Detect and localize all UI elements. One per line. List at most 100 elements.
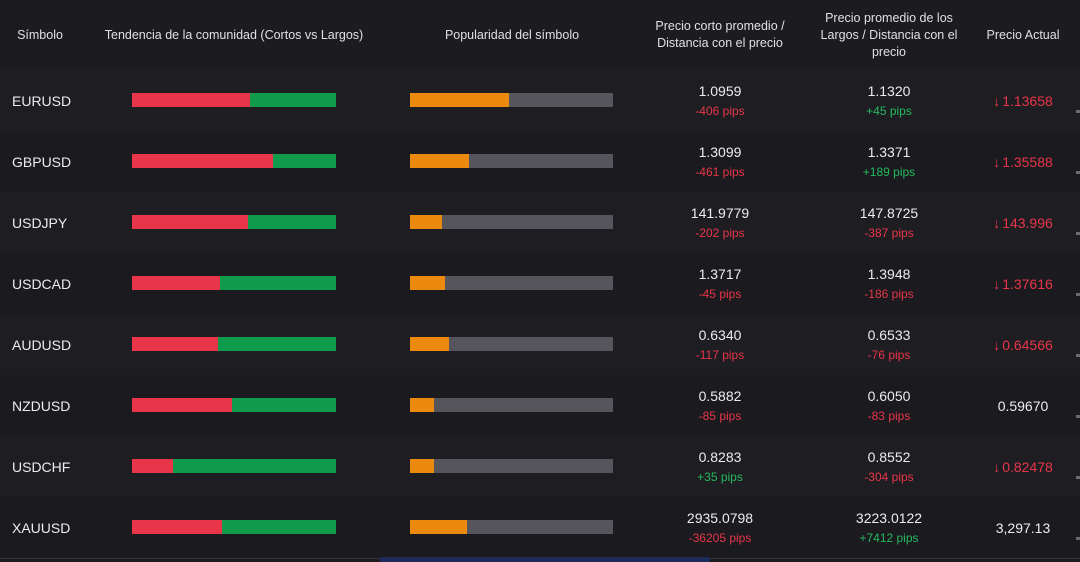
trend-bar <box>132 93 336 107</box>
row-edge-marker <box>1076 476 1080 479</box>
current-price: 1.37616 <box>1002 275 1053 292</box>
trend-bar <box>132 337 336 351</box>
row-edge-marker <box>1076 415 1080 418</box>
symbol-label[interactable]: XAUUSD <box>12 519 71 536</box>
short-avg-cell: 0.6340 -117 pips <box>635 314 805 375</box>
trend-bar <box>132 520 336 534</box>
long-avg-price: 0.6533 <box>867 326 911 343</box>
header-current[interactable]: Precio Actual <box>986 27 1060 42</box>
long-distance-pips: -76 pips <box>867 347 911 362</box>
trend-short-segment <box>132 93 251 107</box>
long-distance-pips: -186 pips <box>864 286 914 301</box>
short-distance-pips: -406 pips <box>695 103 745 118</box>
short-avg-price: 141.9779 <box>690 204 750 221</box>
long-avg-cell: 147.8725 -387 pips <box>804 192 974 253</box>
long-avg-price: 0.8552 <box>867 448 911 465</box>
current-price-cell: 3,297.13 <box>976 497 1070 558</box>
header-trend[interactable]: Tendencia de la comunidad (Cortos vs Lar… <box>104 27 364 42</box>
trend-long-segment <box>221 520 336 534</box>
long-avg-cell: 1.3948 -186 pips <box>804 253 974 314</box>
popularity-bar <box>410 520 613 534</box>
short-distance-pips: +35 pips <box>697 469 743 484</box>
table-row[interactable]: USDJPY 141.9779 -202 pips 147.8725 -387 pips… <box>0 192 1080 254</box>
short-avg-price: 2935.0798 <box>686 509 754 526</box>
current-price: 3,297.13 <box>995 519 1051 536</box>
row-edge-marker <box>1076 293 1080 296</box>
current-price: 143.996 <box>1002 214 1053 231</box>
trend-long-segment <box>272 154 336 168</box>
popularity-fill <box>410 337 449 351</box>
current-price-cell: ↓ 143.996 <box>976 192 1070 253</box>
short-avg-price: 0.8283 <box>698 448 742 465</box>
current-price-cell: ↓ 1.37616 <box>976 253 1070 314</box>
symbol-label[interactable]: EURUSD <box>12 92 72 109</box>
long-distance-pips: -83 pips <box>867 408 911 423</box>
current-price-cell: 0.59670 <box>976 375 1070 436</box>
popularity-bar <box>410 154 613 168</box>
current-price-cell: ↓ 0.64566 <box>976 314 1070 375</box>
popularity-fill <box>410 398 435 412</box>
trend-bar <box>132 154 336 168</box>
short-avg-cell: 0.8283 +35 pips <box>635 436 805 497</box>
popularity-bar <box>410 337 613 351</box>
long-distance-pips: +189 pips <box>862 164 916 179</box>
symbol-label[interactable]: USDCAD <box>12 275 72 292</box>
symbol-label[interactable]: NZDUSD <box>12 397 71 414</box>
long-distance-pips: +7412 pips <box>859 530 919 545</box>
short-distance-pips: -45 pips <box>698 286 742 301</box>
row-edge-marker <box>1076 232 1080 235</box>
current-price: 0.82478 <box>1002 458 1053 475</box>
down-arrow-icon: ↓ <box>993 92 1001 109</box>
row-edge-marker <box>1076 110 1080 113</box>
table-row[interactable]: EURUSD 1.0959 -406 pips 1.1320 +45 pips ↓ 1.13… <box>0 70 1080 132</box>
short-avg-price: 1.3099 <box>698 143 742 160</box>
symbol-label[interactable]: GBPUSD <box>12 153 72 170</box>
trend-short-segment <box>132 337 218 351</box>
header-short-avg[interactable]: Precio corto promedio / Distancia con el… <box>655 19 785 50</box>
trend-long-segment <box>217 337 336 351</box>
table-row[interactable]: NZDUSD 0.5882 -85 pips 0.6050 -83 pips 0.5967… <box>0 375 1080 437</box>
trend-short-segment <box>132 398 232 412</box>
row-edge-marker <box>1076 171 1080 174</box>
long-avg-cell: 1.1320 +45 pips <box>804 70 974 131</box>
long-avg-price: 3223.0122 <box>855 509 923 526</box>
popularity-bar <box>410 276 613 290</box>
current-price: 0.59670 <box>997 397 1049 414</box>
long-distance-pips: +45 pips <box>866 103 912 118</box>
long-avg-price: 1.1320 <box>867 82 911 99</box>
scroll-indicator[interactable] <box>380 557 710 562</box>
current-price-cell: ↓ 0.82478 <box>976 436 1070 497</box>
long-avg-price: 147.8725 <box>859 204 919 221</box>
popularity-fill <box>410 276 445 290</box>
symbol-label[interactable]: USDCHF <box>12 458 71 475</box>
header-long-avg[interactable]: Precio promedio de los Largos / Distanci… <box>820 10 958 59</box>
short-distance-pips: -117 pips <box>695 347 745 362</box>
table-row[interactable]: AUDUSD 0.6340 -117 pips 0.6533 -76 pips ↓ 0.64… <box>0 314 1080 376</box>
trend-long-segment <box>250 93 336 107</box>
short-avg-cell: 2935.0798 -36205 pips <box>635 497 805 558</box>
current-price-cell: ↓ 1.35588 <box>976 131 1070 192</box>
table-row[interactable]: GBPUSD 1.3099 -461 pips 1.3371 +189 pips ↓ 1.3… <box>0 131 1080 193</box>
trend-short-segment <box>132 215 249 229</box>
trend-long-segment <box>248 215 336 229</box>
long-distance-pips: -387 pips <box>864 225 914 240</box>
symbol-label[interactable]: AUDUSD <box>12 336 72 353</box>
trend-short-segment <box>132 459 173 473</box>
long-avg-cell: 1.3371 +189 pips <box>804 131 974 192</box>
table-row[interactable]: USDCAD 1.3717 -45 pips 1.3948 -186 pips ↓ 1.37… <box>0 253 1080 315</box>
long-avg-cell: 3223.0122 +7412 pips <box>804 497 974 558</box>
trend-bar <box>132 276 336 290</box>
trend-long-segment <box>219 276 336 290</box>
popularity-fill <box>410 215 443 229</box>
table-row[interactable]: XAUUSD 2935.0798 -36205 pips 3223.0122 +7412… <box>0 497 1080 559</box>
long-avg-cell: 0.8552 -304 pips <box>804 436 974 497</box>
table-row[interactable]: USDCHF 0.8283 +35 pips 0.8552 -304 pips ↓ 0.82… <box>0 436 1080 498</box>
header-symbol[interactable]: Símbolo <box>17 27 63 42</box>
long-avg-price: 1.3371 <box>867 143 911 160</box>
header-popularity[interactable]: Popularidad del símbolo <box>444 27 580 42</box>
long-avg-cell: 0.6533 -76 pips <box>804 314 974 375</box>
symbol-label[interactable]: USDJPY <box>12 214 68 231</box>
short-avg-cell: 141.9779 -202 pips <box>635 192 805 253</box>
short-avg-price: 0.5882 <box>698 387 742 404</box>
